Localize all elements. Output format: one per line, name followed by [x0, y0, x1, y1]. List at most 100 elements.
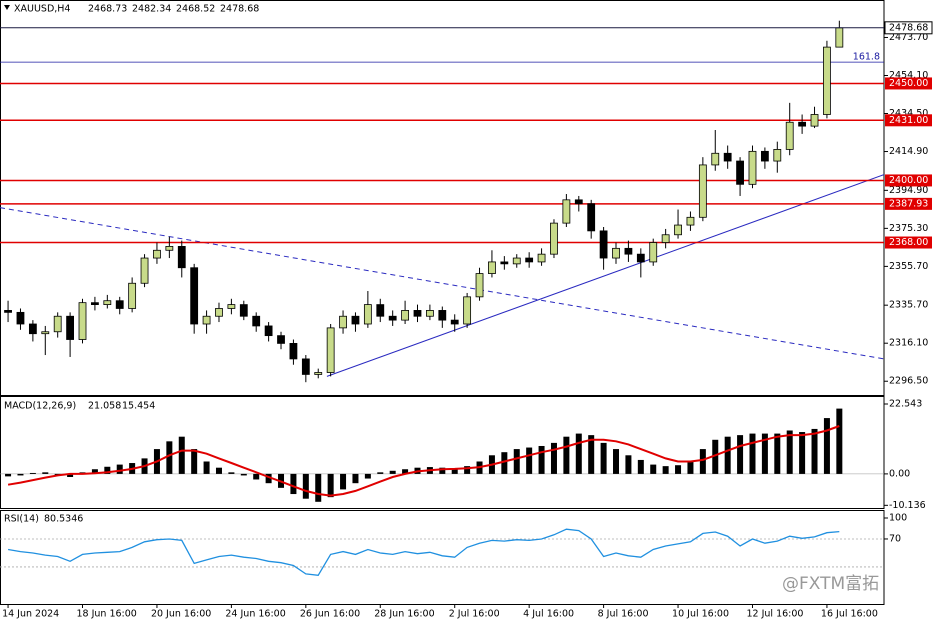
candle-body — [140, 257, 149, 284]
candle-body — [823, 46, 831, 115]
macd-bar — [786, 430, 793, 474]
y-tick-label: 2454.10 — [889, 70, 928, 81]
macd-bar — [240, 473, 247, 476]
macd-bar — [774, 433, 781, 474]
macd-bar — [563, 436, 570, 474]
x-tick-label: 26 Jun 16:00 — [300, 609, 360, 620]
macd-bar — [513, 449, 520, 474]
macd-bar — [364, 473, 371, 479]
macd-bar — [712, 439, 719, 474]
candle-body — [289, 342, 298, 360]
candle-body — [351, 315, 360, 325]
macd-bar — [836, 408, 843, 474]
candle-body — [500, 261, 509, 265]
macd-bar — [253, 473, 260, 480]
x-tick-label: 24 Jun 16:00 — [225, 609, 285, 620]
macd-bar — [675, 465, 682, 474]
candle-body — [488, 261, 496, 274]
macd-bar — [327, 473, 334, 498]
candle-body — [475, 273, 484, 298]
candle-body — [128, 282, 137, 309]
candle-body — [53, 315, 62, 333]
level-box — [885, 77, 932, 90]
candle-body — [177, 246, 186, 269]
y-tick-label: 2394.90 — [889, 185, 928, 196]
macd-signal-value: 15.454 — [122, 401, 155, 412]
candle-body — [785, 121, 794, 150]
x-tick-label: 14 Jun 2024 — [2, 609, 59, 620]
macd-signal — [7, 425, 840, 497]
y-tick-label: 2434.50 — [889, 108, 928, 119]
last-price-label: 2478.68 — [889, 22, 928, 33]
fibo-label: 161.8 — [853, 52, 880, 63]
candle-body — [4, 310, 12, 313]
y-tick-label: 2375.30 — [889, 223, 928, 234]
candle-body — [277, 335, 285, 344]
macd-bar — [29, 472, 36, 474]
x-tick-label: 12 Jul 16:00 — [746, 609, 803, 620]
candle-body — [649, 242, 658, 263]
rsi-value: 80.5346 — [44, 514, 83, 525]
macd-bar — [637, 459, 644, 474]
candle-body — [426, 310, 434, 317]
menu-arrow[interactable] — [4, 5, 10, 10]
candle-body — [363, 304, 372, 325]
y-tick-label: 2355.70 — [889, 261, 928, 272]
candle-body — [153, 249, 161, 259]
macd-bar — [389, 470, 396, 474]
candle-body — [587, 203, 596, 232]
macd-bar — [811, 428, 818, 474]
macd-bar — [625, 455, 632, 474]
candle-body — [252, 315, 261, 327]
panel-frame — [0, 510, 885, 605]
macd-bar — [699, 449, 706, 474]
macd-bar — [5, 473, 12, 477]
x-tick-label: 20 Jun 16:00 — [151, 609, 211, 620]
candle-body — [215, 308, 223, 317]
macd-bar — [613, 449, 620, 474]
x-tick-label: 8 Jul 16:00 — [598, 609, 649, 620]
candle-body — [661, 234, 670, 243]
y-tick-label: 2335.70 — [889, 300, 928, 311]
level-label: 2400.00 — [889, 175, 928, 186]
ohlc-close: 2478.68 — [220, 4, 259, 15]
candle-body — [748, 150, 757, 185]
macd-bar — [166, 441, 173, 474]
macd-bar — [402, 469, 409, 474]
candle-body — [835, 27, 844, 48]
watermark: @FXTM富拓 — [782, 574, 879, 594]
macd-bar — [724, 436, 731, 474]
macd-bar — [588, 435, 595, 474]
candle-body — [512, 257, 521, 265]
level-label: 2368.00 — [889, 237, 928, 248]
candle-body — [388, 315, 397, 321]
macd-title: MACD(12,26,9) — [4, 401, 76, 412]
candle-body — [550, 222, 558, 255]
x-tick-label: 28 Jun 16:00 — [374, 609, 434, 620]
candle-body — [413, 310, 422, 317]
macd-bar — [550, 442, 557, 474]
macd-bar — [501, 452, 508, 474]
candle-body — [91, 302, 99, 305]
macd-bar — [315, 473, 322, 502]
level-label: 2450.00 — [889, 78, 928, 89]
macd-bar — [439, 467, 446, 474]
macd-bar — [17, 473, 24, 476]
candle-body — [463, 296, 472, 325]
rsi-title: RSI(14) — [4, 514, 39, 525]
y-tick-label: 0.00 — [889, 468, 910, 479]
candle-body — [115, 300, 124, 309]
macd-bar — [290, 473, 297, 495]
x-tick-label: 10 Jul 16:00 — [672, 609, 729, 620]
candle-body — [810, 114, 819, 127]
x-tick-label: 2 Jul 16:00 — [449, 609, 500, 620]
candle-body — [103, 300, 112, 305]
macd-bar — [823, 418, 830, 474]
trendline — [326, 174, 884, 377]
candle-body — [760, 150, 769, 162]
macd-bar — [228, 472, 235, 474]
candle-body — [599, 230, 608, 259]
y-tick-label: 22.543 — [889, 398, 922, 409]
level-label: 2431.00 — [889, 115, 928, 126]
